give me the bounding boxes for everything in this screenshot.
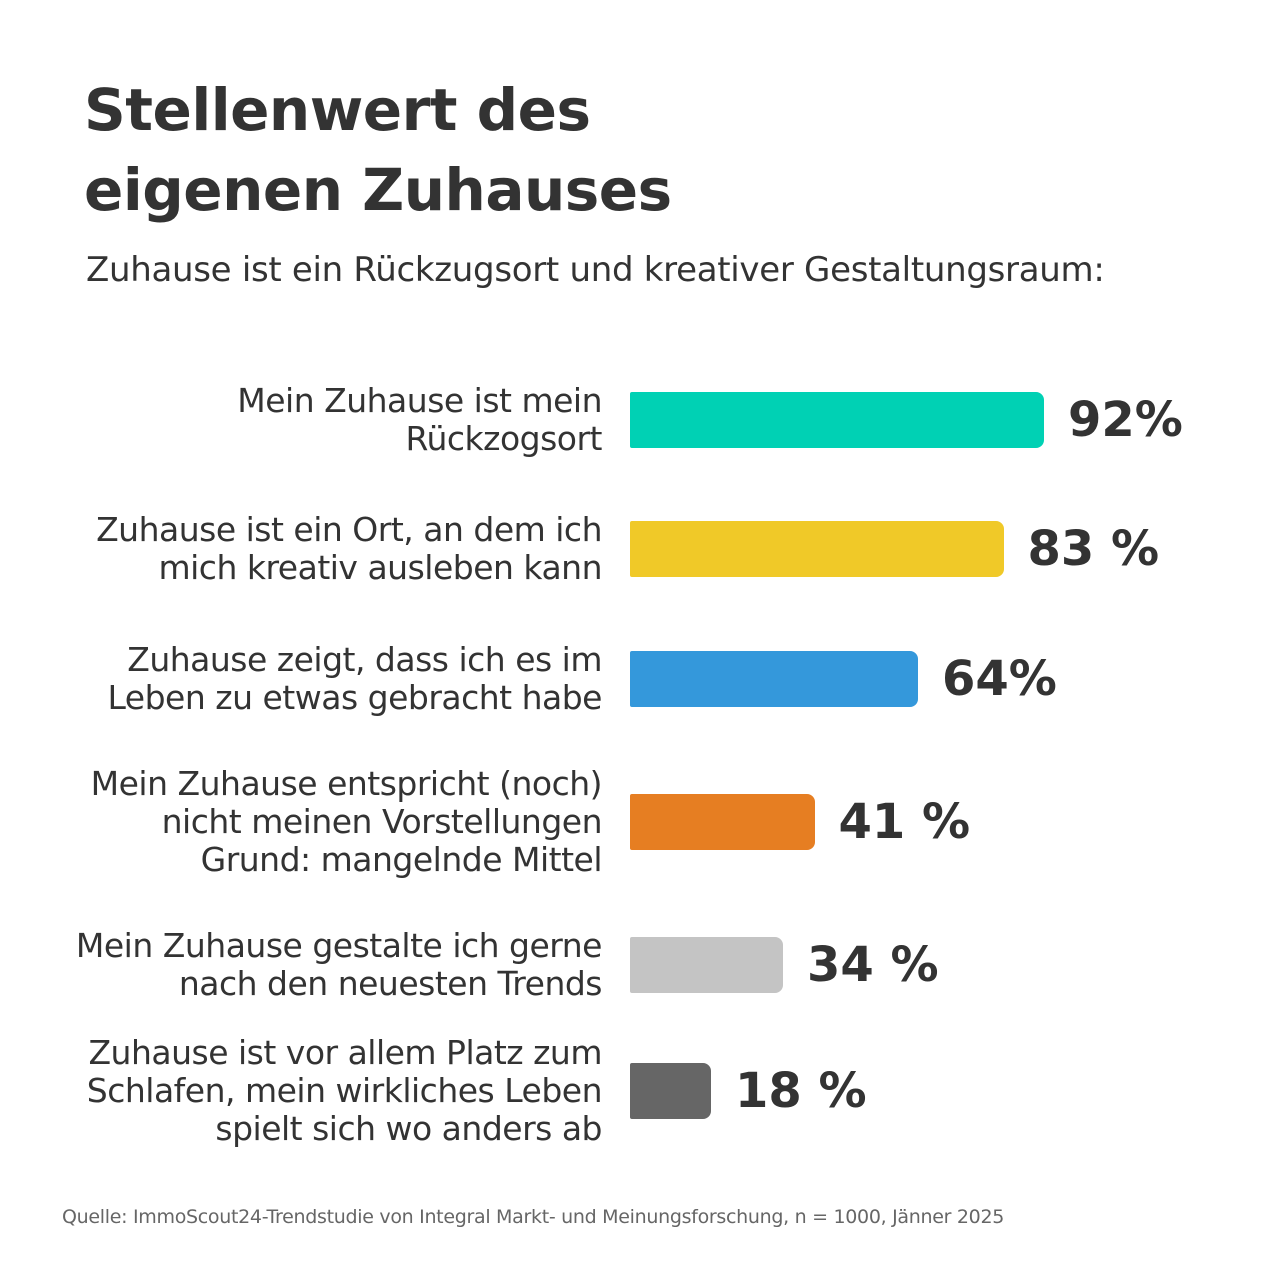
- data-label: 34 %: [807, 937, 939, 993]
- category-label: Mein Zuhause ist mein Rückzogsort: [237, 381, 602, 458]
- data-label: 83 %: [1027, 521, 1160, 577]
- chart-title: Stellenwert des eigenen Zuhauses: [84, 76, 672, 224]
- category-label: Zuhause ist ein Ort, an dem ich mich kre…: [96, 510, 602, 587]
- data-label: 92%: [1068, 392, 1183, 448]
- bar: [630, 794, 815, 850]
- bar: [630, 392, 1044, 448]
- category-label: Zuhause zeigt, dass ich es im Leben zu e…: [107, 640, 603, 717]
- category-label: Zuhause ist vor allem Platz zum Schlafen…: [86, 1033, 603, 1148]
- bar: [630, 521, 1004, 577]
- category-label: Mein Zuhause gestalte ich gerne nach den…: [75, 926, 603, 1003]
- bar: [630, 651, 918, 707]
- bar: [630, 1063, 711, 1119]
- category-label: Mein Zuhause entspricht (noch) nicht mei…: [90, 764, 603, 879]
- source-note: Quelle: ImmoScout24-Trendstudie von Inte…: [62, 1206, 1005, 1228]
- chart-subtitle: Zuhause ist ein Rückzugsort und kreative…: [86, 250, 1105, 290]
- data-label: 64%: [942, 651, 1057, 707]
- bar: [630, 937, 783, 993]
- data-label: 18 %: [735, 1063, 867, 1119]
- data-label: 41 %: [838, 794, 971, 850]
